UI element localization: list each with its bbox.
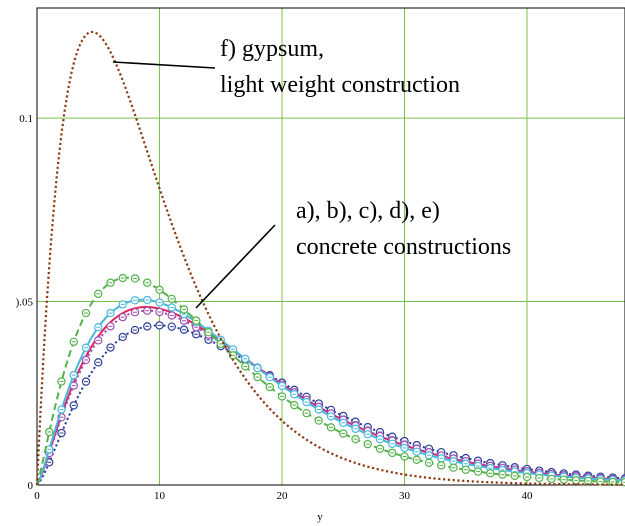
plot-area-frame bbox=[36, 7, 625, 486]
series-markers-a bbox=[45, 321, 625, 483]
annotation-f-line1: f) gypsum, bbox=[220, 36, 324, 62]
x-tick-label: 40 bbox=[522, 490, 534, 502]
y-tick-label: 0 bbox=[28, 480, 34, 492]
annotation-concrete-line1: a), b), c), d), e) bbox=[296, 198, 440, 224]
series-line-f bbox=[35, 30, 623, 486]
x-tick-label: 30 bbox=[399, 490, 411, 502]
series-line-a bbox=[36, 324, 623, 486]
annotation-group: f) gypsum, light weight construction a), b… bbox=[112, 36, 511, 309]
series-group bbox=[35, 30, 625, 487]
series-markers-c bbox=[45, 306, 625, 484]
y-tick-label: ).05 bbox=[16, 297, 34, 309]
series-markers-d bbox=[45, 295, 625, 485]
x-axis-label: y bbox=[317, 511, 323, 523]
x-tick-label: 10 bbox=[154, 490, 166, 502]
y-tick-label: 0.1 bbox=[19, 113, 33, 125]
x-tick-label: 0 bbox=[34, 490, 40, 502]
annotation-leader-f bbox=[112, 61, 216, 69]
annotation-leader-concrete bbox=[195, 224, 276, 309]
series-line-e bbox=[36, 276, 623, 486]
annotation-concrete-line2: concrete constructions bbox=[296, 234, 511, 260]
tick-labels: 0 10 20 30 40 0 ).05 0.1 y bbox=[16, 113, 533, 523]
annotation-f-line2: light weight construction bbox=[220, 72, 460, 98]
x-tick-label: 20 bbox=[277, 490, 289, 502]
series-markers-e bbox=[45, 273, 625, 487]
series-line-d bbox=[36, 298, 623, 486]
